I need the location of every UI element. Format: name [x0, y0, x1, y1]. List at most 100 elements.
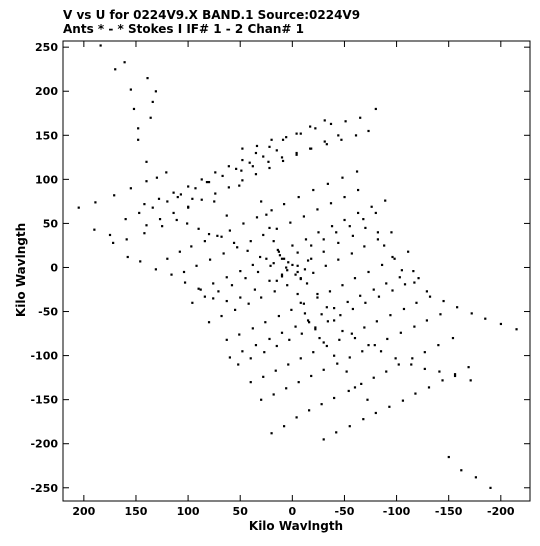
- uv-point: [199, 288, 202, 291]
- uv-point: [380, 263, 384, 267]
- uv-point: [394, 357, 397, 360]
- uv-point: [306, 319, 310, 322]
- uv-point: [287, 261, 290, 264]
- uv-point: [316, 296, 319, 299]
- uv-point: [314, 326, 317, 329]
- uv-point: [329, 122, 333, 126]
- uv-point: [374, 211, 377, 215]
- uv-point: [302, 302, 305, 305]
- uv-point: [291, 244, 294, 247]
- uv-point: [254, 344, 258, 347]
- uv-point: [295, 132, 298, 135]
- uv-point: [272, 393, 275, 396]
- y-tick-label: -150: [30, 394, 58, 407]
- y-tick-label: -200: [30, 438, 58, 451]
- uv-point: [322, 341, 325, 344]
- uv-point: [124, 218, 127, 221]
- uv-point: [195, 264, 198, 267]
- uv-point: [132, 107, 136, 111]
- uv-point: [249, 357, 252, 360]
- uv-point: [323, 119, 326, 122]
- uv-point: [149, 116, 152, 119]
- uv-point: [280, 257, 284, 260]
- uv-point: [347, 389, 350, 393]
- uv-point: [220, 235, 223, 238]
- uv-point: [275, 227, 278, 230]
- uv-point: [453, 373, 457, 376]
- uv-point: [289, 221, 292, 224]
- uv-point: [270, 209, 273, 212]
- uv-point: [246, 249, 249, 252]
- uv-point: [295, 416, 298, 419]
- uv-point: [241, 147, 244, 150]
- uv-point: [277, 250, 280, 253]
- uv-point: [166, 200, 169, 203]
- uv-point: [145, 224, 148, 227]
- uv-point: [367, 129, 370, 133]
- uv-point: [187, 185, 190, 188]
- uv-point: [303, 312, 307, 315]
- uv-point: [325, 306, 328, 309]
- x-tick-label: 100: [177, 505, 200, 518]
- y-tick-label: 250: [35, 41, 58, 54]
- uv-point: [235, 167, 238, 170]
- uv-point: [343, 218, 346, 222]
- uv-point: [346, 300, 349, 304]
- uv-point: [285, 266, 288, 269]
- x-tick-label: -150: [435, 505, 463, 518]
- uv-point: [230, 284, 234, 287]
- uv-point: [286, 284, 289, 287]
- uv-point: [318, 336, 321, 340]
- uv-point: [237, 363, 240, 366]
- uv-point: [341, 284, 344, 287]
- uv-point: [379, 350, 383, 353]
- uv-point: [295, 153, 298, 156]
- uv-point: [146, 77, 149, 80]
- uv-point: [326, 320, 329, 323]
- uv-point: [354, 134, 358, 137]
- uv-point: [272, 262, 275, 265]
- uv-point: [299, 277, 302, 280]
- uv-point: [194, 187, 197, 190]
- uv-point: [145, 160, 148, 163]
- x-tick-label: -200: [487, 505, 515, 518]
- uv-point: [281, 159, 285, 163]
- uv-point: [232, 241, 236, 245]
- uv-point: [397, 363, 400, 366]
- uv-point: [241, 179, 244, 182]
- uv-point: [183, 281, 187, 284]
- uv-point: [143, 203, 146, 206]
- uv-point: [268, 337, 271, 341]
- uv-point: [187, 205, 190, 208]
- uv-point: [207, 180, 211, 184]
- uv-point: [338, 338, 341, 341]
- y-tick-label: 0: [50, 261, 58, 274]
- uv-point: [242, 222, 245, 225]
- uv-point: [238, 333, 241, 336]
- uv-point: [182, 270, 186, 274]
- uv-point: [186, 222, 189, 225]
- uv-point: [357, 211, 360, 215]
- uv-point: [269, 264, 272, 267]
- uv-point: [77, 206, 80, 209]
- uv-point: [348, 425, 351, 428]
- uv-point: [113, 194, 116, 197]
- uv-point: [375, 320, 378, 323]
- uv-point: [370, 205, 373, 208]
- uv-point: [391, 289, 394, 292]
- uv-point: [425, 290, 429, 293]
- uv-point: [220, 314, 223, 318]
- uv-point: [320, 313, 323, 316]
- uv-point: [262, 233, 265, 237]
- uv-point: [280, 273, 284, 276]
- uv-point: [280, 156, 284, 159]
- uv-point: [376, 231, 380, 234]
- uv-point: [474, 476, 477, 479]
- uv-point: [362, 218, 365, 221]
- uv-point: [263, 351, 266, 354]
- uv-point: [265, 257, 268, 260]
- uv-point: [310, 244, 313, 247]
- uv-point: [239, 296, 242, 299]
- uv-point: [467, 366, 470, 369]
